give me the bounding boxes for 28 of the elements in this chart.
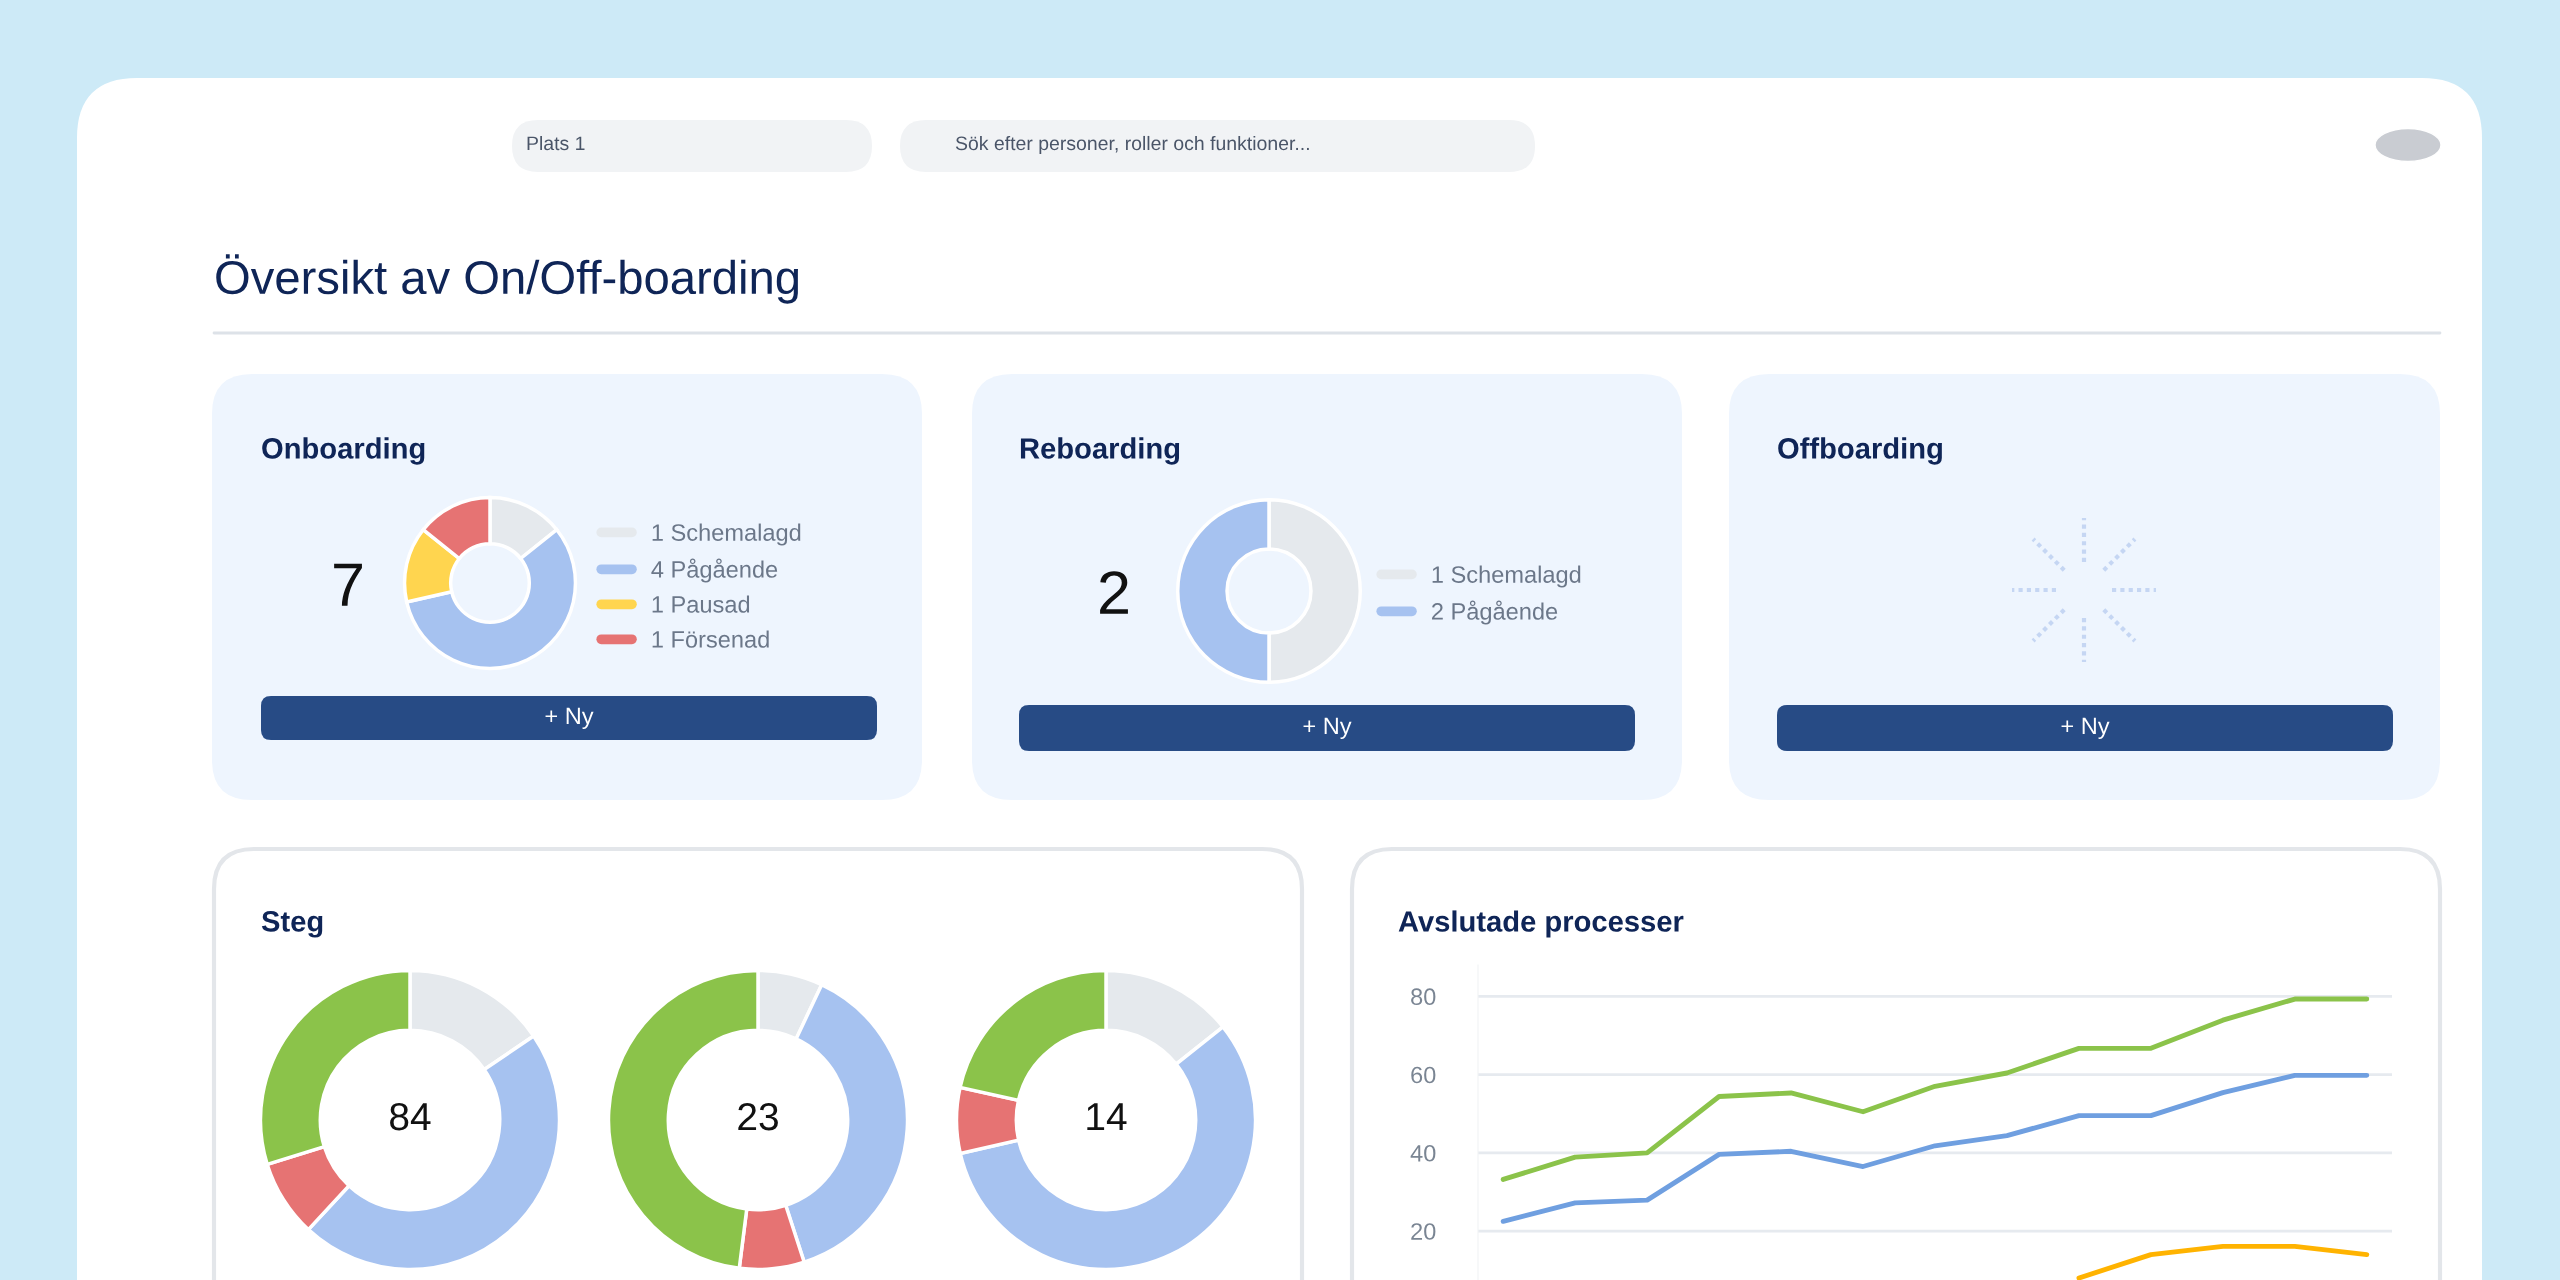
y-tick-label: 40 [1410, 1144, 1436, 1162]
text: + Ny [545, 707, 594, 730]
chart-title: Reboarding [1020, 437, 1180, 465]
chart-title: Onboarding [262, 437, 425, 465]
legend-label: 2 Pågående [1432, 600, 1558, 625]
text: Plats 1 [527, 135, 585, 151]
legend-label: 1 Schemalagd [1432, 565, 1581, 588]
text: + Ny [2061, 717, 2110, 740]
y-tick-label: 60 [1411, 1066, 1436, 1084]
text: 23 [738, 1102, 778, 1131]
text: 14 [1087, 1103, 1127, 1131]
legend-label: 1 Pausad [652, 595, 750, 613]
text: Offboarding [1778, 437, 1942, 465]
y-tick-label: 80 [1411, 988, 1436, 1006]
text: 84 [390, 1102, 431, 1131]
text: Översikt av On/Off-boarding [216, 254, 799, 304]
legend-label: 1 Försenad [652, 630, 769, 648]
text: 2 [1100, 571, 1128, 614]
line-series [1500, 1072, 2370, 1224]
chart-title: Steg [261, 911, 323, 938]
legend-label: 1 Schemalagd [652, 523, 801, 546]
legend-label: 4 Pågående [651, 558, 778, 583]
line-series [1500, 996, 2370, 1182]
y-tick-label: 20 [1411, 1223, 1436, 1240]
text: Sök efter personer, roller och funktioner... [955, 135, 1309, 155]
text: + Ny [1303, 717, 1352, 740]
chart-title: Avslutade processer [1398, 910, 1684, 938]
text: 7 [334, 563, 362, 606]
